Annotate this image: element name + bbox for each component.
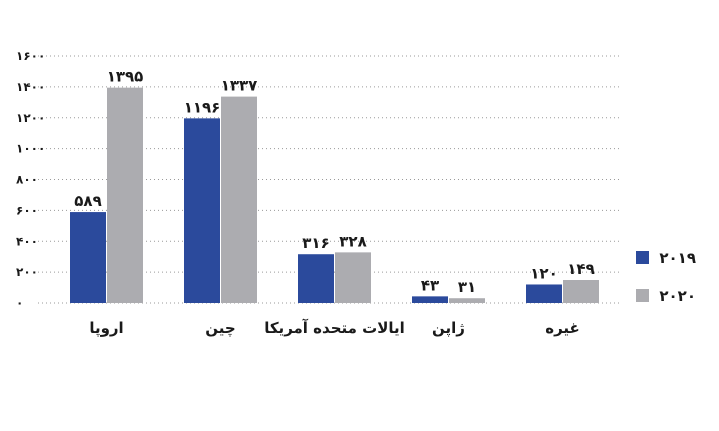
bar [449,298,485,303]
y-tick-label: ۱۰۰۰ [16,142,45,156]
category-label: چین [205,319,235,338]
category-label: غیره [545,319,580,337]
legend-swatch [636,289,649,302]
bar [184,118,220,304]
data-label: ۵۸۹ [74,192,101,210]
data-label: ۱۲۰ [530,264,557,282]
y-tick-label: ۶۰۰ [16,203,38,217]
data-label: ۳۱۶ [302,234,329,252]
legend-label: ۲۰۲۰ [659,287,696,305]
y-tick-label: ۱۶۰۰ [16,49,45,63]
y-tick-label: ۰ [16,296,23,310]
legend-label: ۲۰۱۹ [659,249,696,267]
bar [563,279,599,303]
category-label: ژاپن [432,319,465,338]
bar [335,252,371,303]
bar [412,296,448,303]
y-tick-label: ۸۰۰ [16,173,38,187]
data-label: ۱۱۹۶ [184,98,221,116]
bar [526,284,562,303]
bar [70,212,106,303]
data-label: ۴۳ [421,276,439,294]
legend: ۲۰۱۹ ۲۰۲۰ [636,249,696,305]
category-labels: اروپا چین ایالات متحده آمریکا ژاپن غیره [89,319,579,338]
category-label: اروپا [89,319,123,338]
data-label: ۳۲۸ [339,232,366,250]
y-tick-label: ۲۰۰ [16,265,38,279]
data-label: ۱۴۹ [567,260,594,278]
data-label: ۳۱ [458,278,476,296]
y-tick-label: ۴۰۰ [16,234,38,248]
y-tick-label: ۱۲۰۰ [16,111,45,125]
y-axis-ticks: ۰ ۲۰۰ ۴۰۰ ۶۰۰ ۸۰۰ ۱۰۰۰ ۱۲۰۰ ۱۴۰۰ ۱۶۰۰ [16,49,45,310]
data-label: ۱۳۹۵ [107,68,144,86]
bar [221,96,257,304]
legend-swatch [636,251,649,264]
bar [298,254,334,303]
bars [70,87,599,304]
y-tick-label: ۱۴۰۰ [16,80,45,94]
category-label: ایالات متحده آمریکا [264,319,405,337]
bar [107,87,143,303]
data-label: ۱۳۳۷ [221,77,258,95]
